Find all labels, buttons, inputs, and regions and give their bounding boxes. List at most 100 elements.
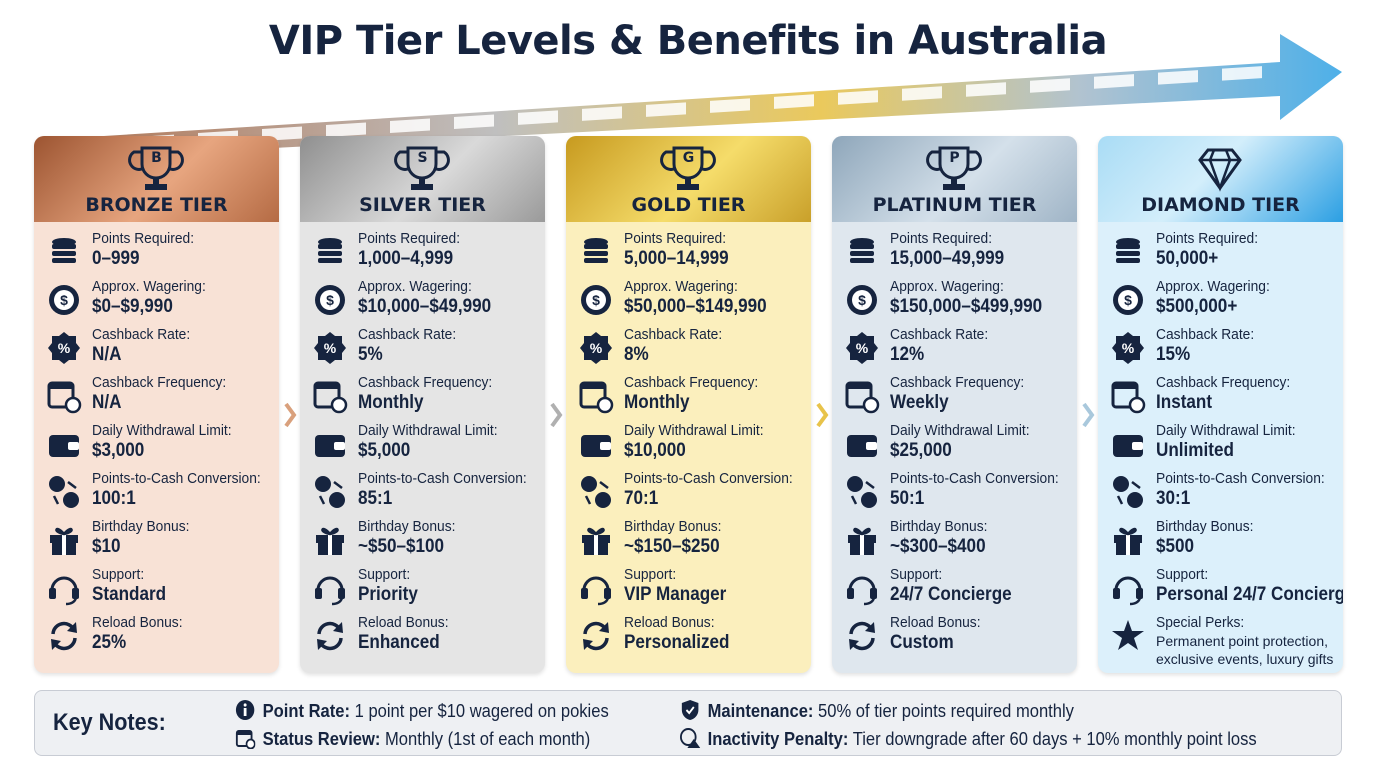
benefit-label: Approx. Wagering:: [92, 278, 206, 295]
benefit-icon: $: [49, 285, 79, 315]
benefit-label: Points-to-Cash Conversion:: [358, 470, 527, 487]
benefit-label: Support:: [624, 566, 677, 583]
benefit-row: Points Required: 0–999: [34, 230, 279, 278]
tier-card: DIAMOND TIER Points Required: 50,000+ $ Appr…: [1098, 136, 1343, 673]
benefit-value: $5,000: [358, 440, 411, 461]
benefit-row: Support: Standard: [34, 566, 279, 614]
benefit-value: Enhanced: [358, 632, 440, 653]
benefit-icon: [1113, 476, 1143, 508]
benefit-label: Points-to-Cash Conversion:: [1156, 470, 1325, 487]
benefit-value: Monthly: [358, 392, 424, 413]
note-label: Point Rate:: [262, 701, 351, 721]
benefit-value: 50:1: [890, 488, 925, 509]
benefit-row: Daily Withdrawal Limit: $5,000: [300, 422, 545, 470]
benefit-icon: [581, 435, 611, 457]
benefit-label: Cashback Rate:: [358, 326, 457, 343]
note-icon: [680, 728, 701, 748]
benefit-icon: [50, 527, 78, 555]
benefit-value: ~$150–$250: [624, 536, 720, 557]
benefit-row: Daily Withdrawal Limit: $3,000: [34, 422, 279, 470]
benefit-icon: %: [580, 332, 612, 364]
benefit-value: Permanent point protection, exclusive ev…: [1156, 633, 1334, 667]
tier-name: BRONZE TIER: [85, 194, 228, 216]
benefit-icon: [1111, 381, 1146, 414]
benefit-label: Cashback Rate:: [1156, 326, 1255, 343]
benefit-value: Custom: [890, 632, 954, 653]
key-note: Status Review: Monthly (1st of each mont…: [235, 727, 590, 750]
benefit-value: Monthly: [624, 392, 690, 413]
note-text: 50% of tier points required monthly: [818, 701, 1074, 721]
note-text: 1 point per $10 wagered on pokies: [354, 701, 609, 721]
benefit-value: $25,000: [890, 440, 952, 461]
tier-badge: S: [417, 150, 428, 166]
benefit-value: 1,000–4,999: [358, 248, 454, 269]
benefit-label: Birthday Bonus:: [358, 518, 456, 535]
benefit-icon: [581, 576, 611, 606]
benefit-value: ~$50–$100: [358, 536, 445, 557]
benefit-row: Daily Withdrawal Limit: $10,000: [566, 422, 811, 470]
benefit-label: Points Required:: [92, 230, 195, 247]
key-notes-heading: Key Notes:: [53, 709, 166, 736]
benefit-value: 8%: [624, 344, 649, 365]
benefit-label: Daily Withdrawal Limit:: [1156, 422, 1296, 439]
benefit-label: Birthday Bonus:: [1156, 518, 1254, 535]
benefit-value: 25%: [92, 632, 127, 653]
key-note: Inactivity Penalty: Tier downgrade after…: [680, 727, 1257, 750]
benefit-label: Reload Bonus:: [358, 614, 449, 631]
note-text: Monthly (1st of each month): [385, 729, 591, 749]
benefit-value: 0–999: [92, 248, 140, 269]
tier-header: G GOLD TIER: [566, 136, 811, 222]
benefit-icon: $: [847, 285, 877, 315]
benefit-row: Cashback Frequency: Weekly: [832, 374, 1077, 422]
note-label: Maintenance:: [707, 701, 814, 721]
benefit-icon: [1113, 435, 1143, 457]
benefit-icon: [581, 476, 611, 508]
benefit-value: Weekly: [890, 392, 949, 413]
benefit-label: Cashback Frequency:: [358, 374, 493, 391]
benefit-row: Points-to-Cash Conversion: 100:1: [34, 470, 279, 518]
benefit-label: Birthday Bonus:: [890, 518, 988, 535]
benefit-label: Daily Withdrawal Limit:: [92, 422, 232, 439]
benefit-row: % Cashback Rate: N/A: [34, 326, 279, 374]
benefit-label: Approx. Wagering:: [1156, 278, 1270, 295]
chevron: [284, 402, 297, 428]
benefit-row: $ Approx. Wagering: $50,000–$149,990: [566, 278, 811, 326]
benefit-label: Points Required:: [624, 230, 727, 247]
benefit-label: Daily Withdrawal Limit:: [624, 422, 764, 439]
tier-badge: P: [949, 150, 960, 166]
benefit-row: % Cashback Rate: 12%: [832, 326, 1077, 374]
tier-card: G GOLD TIER Points Required: 5,000–14,999 $ A…: [566, 136, 811, 673]
benefit-icon: [49, 576, 79, 606]
chevron: [816, 402, 829, 428]
benefit-row: Special Perks: Permanent point protection…: [1098, 614, 1343, 667]
tier-header: P PLATINUM TIER: [832, 136, 1077, 222]
benefit-row: Daily Withdrawal Limit: $25,000: [832, 422, 1077, 470]
benefit-label: Cashback Frequency:: [890, 374, 1025, 391]
svg-text:$: $: [326, 292, 334, 308]
benefit-icon: [849, 621, 875, 651]
benefit-row: Points Required: 5,000–14,999: [566, 230, 811, 278]
benefit-value: Personalized: [624, 632, 730, 653]
benefit-label: Cashback Rate:: [624, 326, 723, 343]
benefit-icon: [1113, 576, 1143, 606]
key-note: Point Rate: 1 point per $10 wagered on p…: [235, 699, 609, 722]
tier-icon: [1198, 148, 1242, 192]
benefit-icon: [584, 238, 608, 263]
tier-name: PLATINUM TIER: [872, 194, 1037, 216]
benefit-value: $10,000: [624, 440, 686, 461]
note-icon: [235, 730, 256, 750]
svg-text:$: $: [1124, 292, 1132, 308]
benefit-row: Points-to-Cash Conversion: 50:1: [832, 470, 1077, 518]
benefit-icon: [847, 576, 877, 606]
benefit-label: Birthday Bonus:: [92, 518, 190, 535]
benefit-value: $10: [92, 536, 121, 557]
benefit-row: Birthday Bonus: $500: [1098, 518, 1343, 566]
benefit-row: Birthday Bonus: $10: [34, 518, 279, 566]
benefit-row: Birthday Bonus: ~$150–$250: [566, 518, 811, 566]
svg-text:$: $: [592, 292, 600, 308]
benefit-label: Points Required:: [890, 230, 993, 247]
benefit-icon: [52, 238, 76, 263]
benefit-row: $ Approx. Wagering: $500,000+: [1098, 278, 1343, 326]
tier-header: B BRONZE TIER: [34, 136, 279, 222]
